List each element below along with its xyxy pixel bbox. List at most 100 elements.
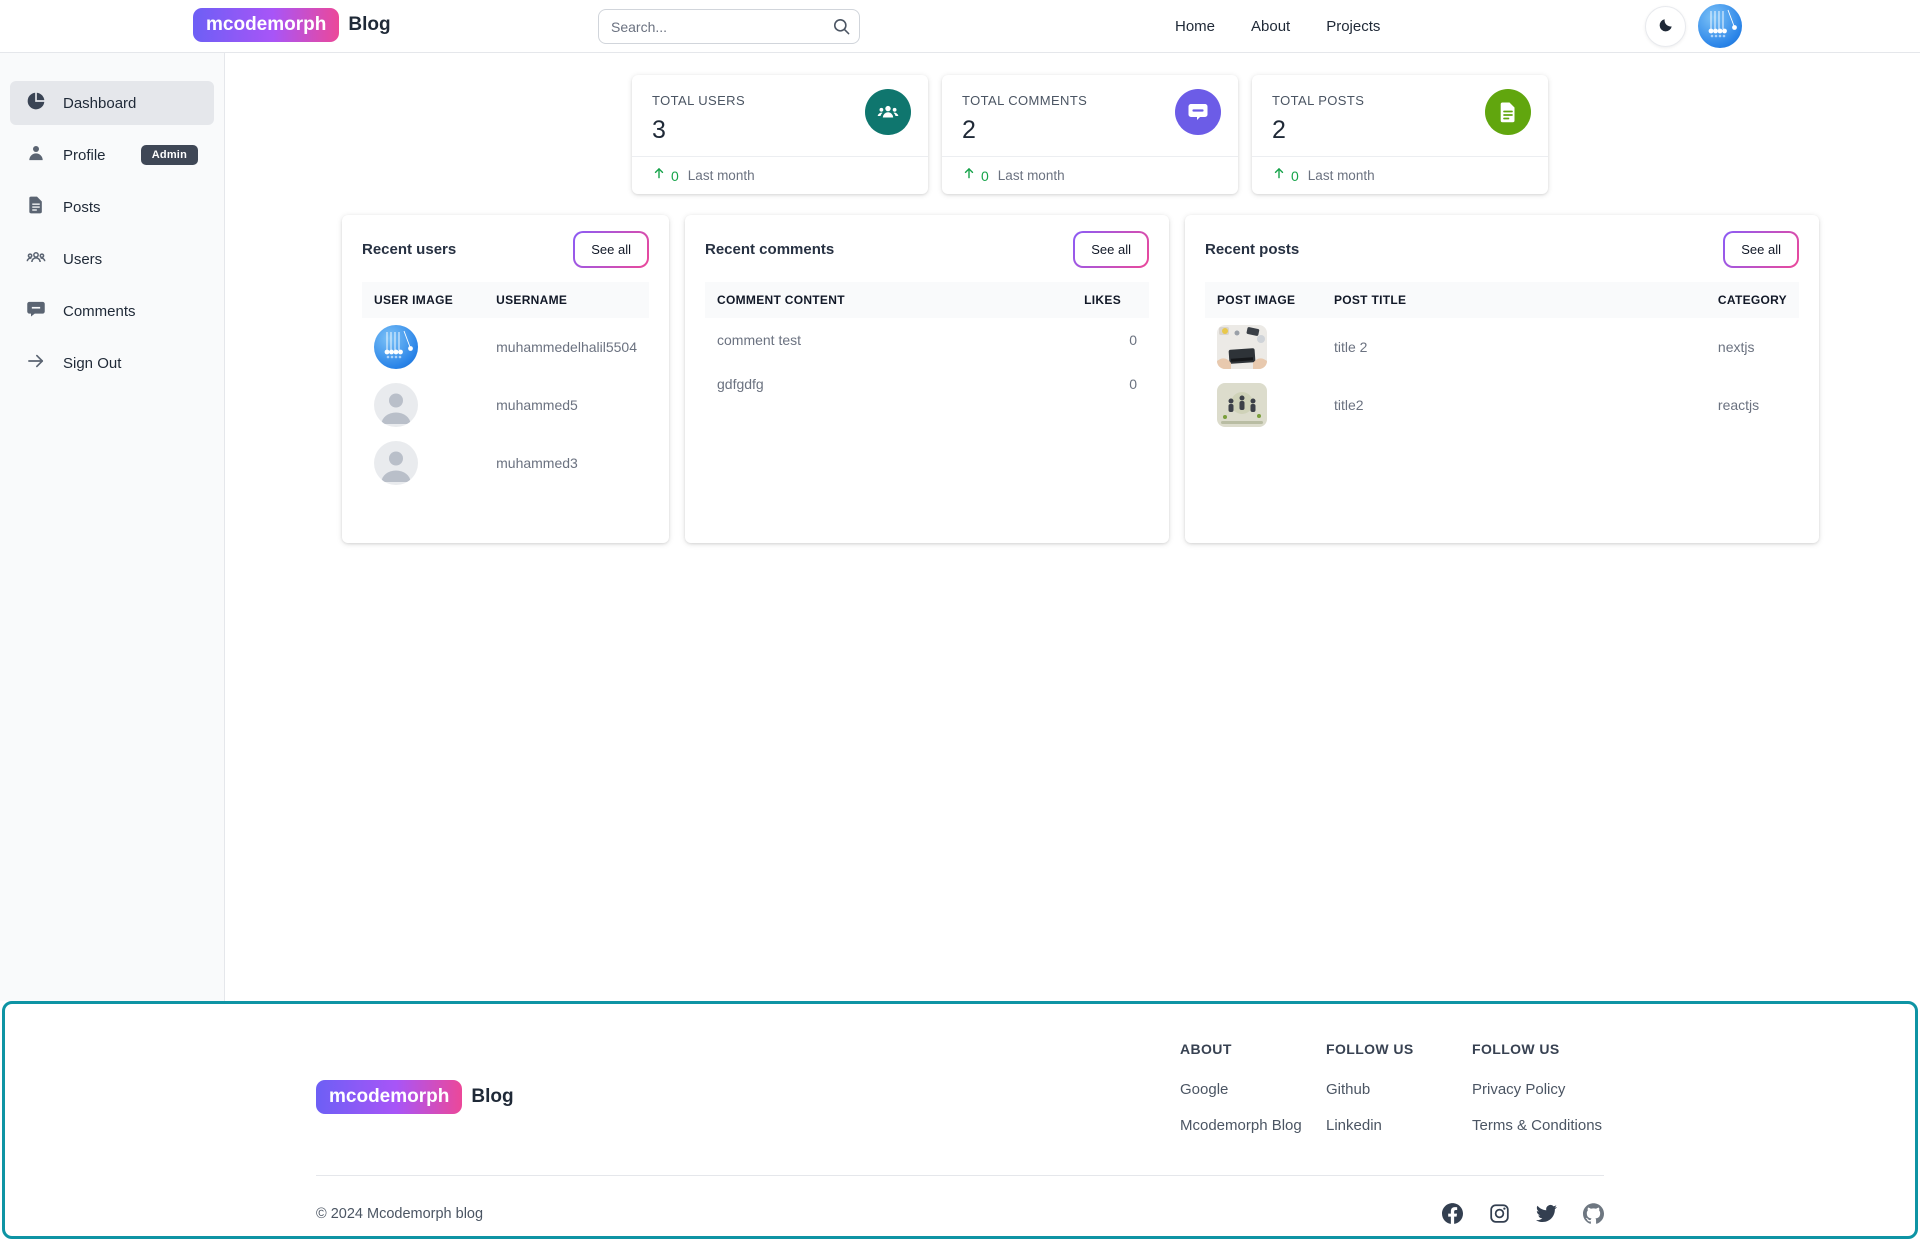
- main-content: TOTAL USERS 3 0 Last: [225, 53, 1920, 1001]
- footer-link-privacy-policy[interactable]: Privacy Policy: [1472, 1081, 1566, 1098]
- footer-brand-logo[interactable]: mcodemorph Blog: [316, 1041, 514, 1153]
- panels-row: Recent users See all USER IMAGE USERNAME: [342, 215, 1819, 543]
- footer-column-heading: FOLLOW US: [1326, 1041, 1414, 1057]
- recent-posts-panel: Recent posts See all POST IMAGE POST TIT…: [1185, 215, 1819, 543]
- arrow-right-icon: [26, 351, 46, 375]
- sidebar-item-posts[interactable]: Posts: [10, 185, 214, 229]
- arrow-up-icon: [962, 166, 976, 185]
- see-all-users-button[interactable]: See all: [573, 231, 649, 268]
- stat-period: Last month: [687, 168, 755, 183]
- table-row: muhammed5: [362, 376, 649, 434]
- moon-icon: [1657, 17, 1674, 37]
- footer-link-terms[interactable]: Terms & Conditions: [1472, 1117, 1603, 1134]
- username-cell: muhammedelhalil5504: [496, 339, 637, 355]
- stat-card-total-comments: TOTAL COMMENTS 2 0 Last month: [942, 75, 1238, 194]
- footer-column-about: ABOUT Google Mcodemorph Blog: [1180, 1041, 1326, 1153]
- likes-cell: 0: [1129, 332, 1137, 348]
- sidebar-label-signout: Sign Out: [63, 354, 122, 372]
- column-header: COMMENT CONTENT: [705, 282, 1039, 318]
- admin-badge: Admin: [140, 145, 198, 165]
- instagram-icon[interactable]: [1489, 1203, 1510, 1224]
- twitter-icon[interactable]: [1536, 1203, 1557, 1224]
- sidebar-item-comments[interactable]: Comments: [10, 289, 214, 333]
- panel-title: Recent comments: [705, 241, 835, 258]
- user-avatar: [374, 325, 418, 369]
- copyright-text: © 2024 Mcodemorph blog: [316, 1205, 484, 1222]
- theme-toggle-button[interactable]: [1645, 6, 1686, 47]
- github-icon[interactable]: [1583, 1203, 1604, 1224]
- recent-comments-table: COMMENT CONTENT LIKES comment test 0 gdf…: [705, 282, 1149, 406]
- username-cell: muhammed5: [496, 397, 578, 413]
- stat-value: 2: [962, 116, 976, 144]
- table-row: gdfgdfg 0: [705, 362, 1149, 406]
- footer-link-linkedin[interactable]: Linkedin: [1326, 1117, 1382, 1134]
- nav-projects[interactable]: Projects: [1326, 18, 1381, 35]
- post-category-cell: reactjs: [1717, 397, 1760, 413]
- document-icon: [1485, 89, 1531, 135]
- post-thumbnail-team-illustration: [1217, 383, 1267, 427]
- likes-cell: 0: [1129, 376, 1137, 392]
- search-input[interactable]: [598, 9, 860, 44]
- column-header: USER IMAGE: [362, 282, 485, 318]
- stat-card-total-users: TOTAL USERS 3 0 Last: [632, 75, 928, 194]
- post-title-cell: title2: [1333, 397, 1364, 413]
- stat-footer: 0 Last month: [632, 156, 928, 194]
- recent-posts-table: POST IMAGE POST TITLE CATEGORY: [1205, 282, 1799, 434]
- brand-logo[interactable]: mcodemorph Blog: [193, 8, 391, 42]
- sidebar-label-dashboard: Dashboard: [63, 94, 137, 112]
- footer-link-github[interactable]: Github: [1326, 1081, 1371, 1098]
- footer-brand-suffix: Blog: [471, 1086, 514, 1107]
- footer-brand-pill: mcodemorph: [316, 1080, 463, 1114]
- column-header: USERNAME: [484, 282, 649, 318]
- table-row: title 2 nextjs: [1205, 318, 1799, 376]
- see-all-comments-button[interactable]: See all: [1073, 231, 1149, 268]
- brand-logo-suffix: Blog: [348, 14, 391, 35]
- see-all-posts-button[interactable]: See all: [1723, 231, 1799, 268]
- stat-footer: 0 Last month: [942, 156, 1238, 194]
- column-header: LIKES: [1039, 282, 1149, 318]
- stat-value: 3: [652, 116, 666, 144]
- stat-delta: 0: [1291, 167, 1299, 184]
- stat-delta: 0: [671, 167, 679, 184]
- nav-home[interactable]: Home: [1175, 18, 1216, 35]
- stat-delta: 0: [981, 167, 989, 184]
- brand-logo-pill: mcodemorph: [193, 8, 340, 42]
- sidebar-label-profile: Profile: [63, 146, 106, 164]
- nav-about[interactable]: About: [1251, 18, 1291, 35]
- post-title-cell: title 2: [1333, 339, 1368, 355]
- post-category-cell: nextjs: [1717, 339, 1755, 355]
- sidebar-label-users: Users: [63, 250, 103, 268]
- user-icon: [26, 143, 46, 167]
- sidebar: Dashboard Profile Admin Po: [0, 53, 225, 1001]
- top-nav: Home About Projects: [1175, 0, 1380, 53]
- panel-title: Recent posts: [1205, 241, 1300, 258]
- top-bar: mcodemorph Blog Home About Projects: [0, 0, 1920, 53]
- column-header: POST IMAGE: [1205, 282, 1322, 318]
- table-row: muhammedelhalil5504: [362, 318, 649, 376]
- pie-chart-icon: [26, 91, 46, 115]
- users-icon: [865, 89, 911, 135]
- footer-column-follow-1: FOLLOW US Github Linkedin: [1326, 1041, 1472, 1153]
- footer-column-heading: FOLLOW US: [1472, 1041, 1560, 1057]
- table-row: comment test 0: [705, 318, 1149, 362]
- footer-link-google[interactable]: Google: [1180, 1081, 1229, 1098]
- sidebar-label-comments: Comments: [63, 302, 136, 320]
- footer-divider: [316, 1175, 1604, 1176]
- comment-bubble-icon: [1175, 89, 1221, 135]
- search-icon[interactable]: [832, 17, 851, 36]
- column-header: CATEGORY: [1705, 282, 1799, 318]
- user-avatar[interactable]: [1698, 4, 1742, 48]
- sidebar-item-users[interactable]: Users: [10, 237, 214, 281]
- footer: mcodemorph Blog ABOUT Google Mcodemorph …: [2, 1001, 1918, 1239]
- stat-footer: 0 Last month: [1252, 156, 1548, 194]
- footer-link-mcodemorph-blog[interactable]: Mcodemorph Blog: [1180, 1117, 1302, 1134]
- footer-column-heading: ABOUT: [1180, 1041, 1232, 1057]
- sidebar-item-profile[interactable]: Profile Admin: [10, 133, 214, 177]
- facebook-icon[interactable]: [1442, 1203, 1463, 1224]
- newton-cradle-avatar-image: [1708, 9, 1737, 38]
- file-icon: [26, 195, 46, 219]
- sidebar-item-signout[interactable]: Sign Out: [10, 341, 214, 385]
- sidebar-item-dashboard[interactable]: Dashboard: [10, 81, 214, 125]
- stats-row: TOTAL USERS 3 0 Last: [632, 75, 1548, 194]
